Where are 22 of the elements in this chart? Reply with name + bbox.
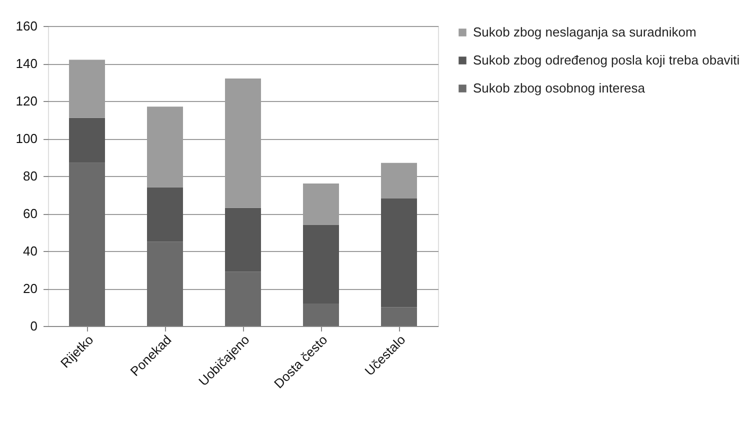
bar: [225, 272, 261, 326]
bar: [147, 242, 183, 326]
bar: [381, 198, 417, 308]
bar: [69, 118, 105, 163]
bar: [225, 208, 261, 272]
bar: [69, 162, 105, 326]
y-tick-label: 20: [23, 281, 38, 296]
legend-label: Sukob zbog osobnog interesa: [473, 80, 646, 96]
legend-label: Sukob zbog određenog posla koji treba obaviti: [473, 52, 740, 68]
y-tick-label: 60: [23, 206, 38, 221]
bar: [381, 307, 417, 326]
bar: [303, 304, 339, 326]
legend-label: Sukob zbog neslaganja sa suradnikom: [473, 24, 696, 40]
y-tick-label: 80: [23, 168, 38, 184]
y-tick-label: 100: [16, 131, 38, 146]
y-tick-label: 40: [23, 244, 38, 258]
bar: [147, 187, 183, 242]
bar: [303, 224, 339, 304]
y-tick-label: 0: [30, 318, 38, 334]
y-tick-label: 140: [16, 56, 38, 71]
y-tick-label: 120: [16, 94, 38, 108]
y-tick-label: 160: [16, 18, 38, 34]
